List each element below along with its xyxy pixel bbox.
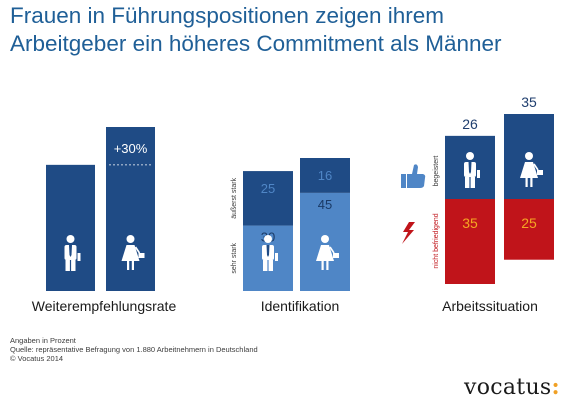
series-label-begeistert: begeistert [433,156,440,187]
bar-nicht-befriedigend-0 [445,199,495,284]
woman-icon [316,235,339,270]
man-icon [64,235,81,271]
footnote-units: Angaben in Prozent [10,336,76,345]
bar-identifikation-aeusserst-stark-0 [243,171,293,226]
thumbs-up-icon [401,164,426,188]
lightning-icon [402,222,415,244]
data-label-begeistert-0: 26 [462,116,478,132]
xlabel-arbeitssituation: Arbeitssituation [442,298,538,314]
series-label-aeusserst-stark: äußerst stark [231,177,238,218]
footnotes: Angaben in Prozent Quelle: repräsentativ… [10,336,258,363]
xlabel-identifikation: Identifikation [261,298,340,314]
chart-title-line-2: Arbeitgeber ein höheres Commitment als M… [10,31,502,56]
bar-identifikation-aeusserst-stark-1 [300,158,350,193]
man-icon [464,152,480,188]
man-icon [262,235,278,271]
footnote-source: Quelle: repräsentative Befragung von 1.8… [10,345,258,354]
footnote-copyright: © Vocatus 2014 [10,354,64,363]
data-label-nicht-befriedigend-1: 25 [521,215,537,231]
series-label-nicht-befriedigend: nicht befriedigend [433,213,440,268]
chart-title-line-1: Frauen in Führungspositionen zeigen ihre… [10,3,445,28]
chart-title: Frauen in Führungspositionen zeigen ihre… [10,2,570,58]
data-label-begeistert-1: 35 [521,94,537,110]
data-label-aeusserst-stark-1: 16 [318,168,332,183]
vocatus-logo: vocatus: [464,374,560,400]
annotation-plus-30: +30% [114,141,148,156]
bar-weiterempfehlung-maenner [46,164,95,291]
bar-weiterempfehlung-frauen [106,127,155,291]
data-label-nicht-befriedigend-0: 35 [462,215,478,231]
series-label-sehr-stark: sehr stark [231,242,238,273]
data-label-sehr-stark-1: 45 [318,197,332,212]
woman-icon [520,152,543,187]
bar-nicht-befriedigend-1 [504,199,554,260]
xlabel-weiterempfehlung: Weiterempfehlungsrate [32,298,177,314]
woman-icon [121,235,145,270]
data-label-aeusserst-stark-0: 25 [261,181,275,196]
